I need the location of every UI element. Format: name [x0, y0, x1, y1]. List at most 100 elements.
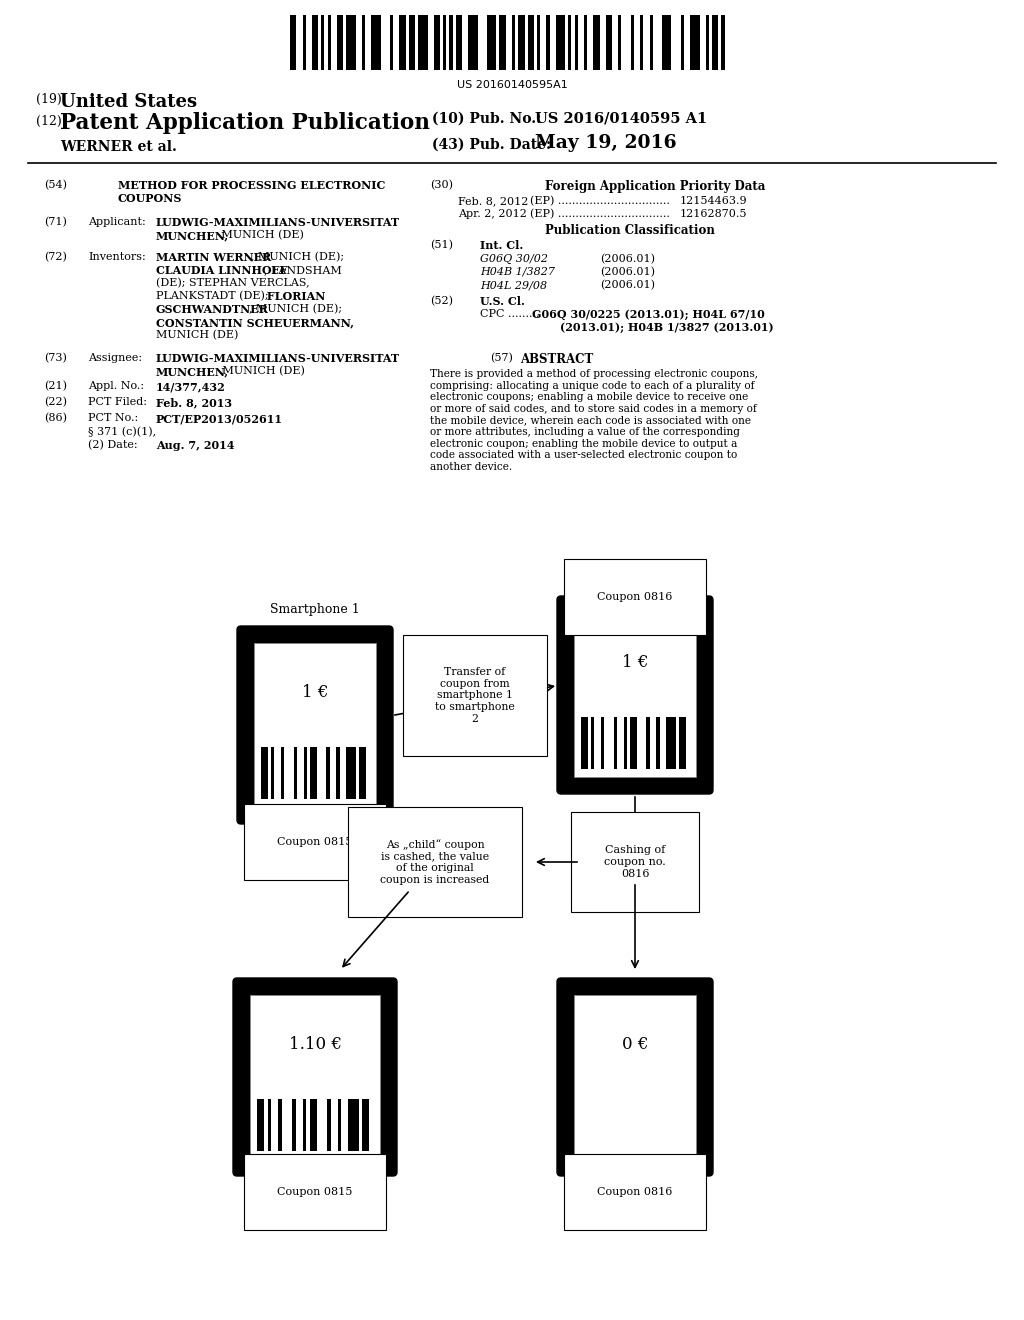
- Bar: [690, 15, 699, 70]
- Text: § 371 (c)(1),: § 371 (c)(1),: [88, 426, 156, 437]
- Bar: [640, 15, 643, 70]
- Bar: [322, 15, 325, 70]
- Bar: [310, 747, 316, 799]
- Text: H04B 1/3827: H04B 1/3827: [480, 267, 555, 277]
- Bar: [581, 717, 588, 770]
- Bar: [450, 15, 453, 70]
- Text: Appl. No.:: Appl. No.:: [88, 381, 144, 391]
- Bar: [574, 995, 696, 1159]
- Text: CLAUDIA LINNHOFF: CLAUDIA LINNHOFF: [156, 265, 288, 276]
- Text: COUPONS: COUPONS: [118, 193, 182, 205]
- Text: Transfer of
coupon from
smartphone 1
to smartphone
2: Transfer of coupon from smartphone 1 to …: [435, 668, 515, 723]
- Bar: [328, 1100, 331, 1151]
- Bar: [257, 1100, 264, 1151]
- Text: Applicant:: Applicant:: [88, 216, 145, 227]
- Text: Smartphone 1: Smartphone 1: [270, 603, 359, 616]
- Bar: [346, 747, 356, 799]
- Bar: [656, 717, 659, 770]
- Bar: [712, 15, 719, 70]
- Text: (72): (72): [44, 252, 67, 263]
- Bar: [547, 15, 550, 70]
- Text: G06Q 30/02: G06Q 30/02: [480, 253, 548, 264]
- Text: MUNICH (DE): MUNICH (DE): [218, 230, 304, 240]
- Bar: [666, 717, 676, 770]
- Bar: [537, 15, 540, 70]
- Text: ᵗ: ᵗ: [379, 352, 381, 362]
- Bar: [336, 747, 340, 799]
- Bar: [500, 15, 506, 70]
- Text: Coupon 0816: Coupon 0816: [597, 1187, 673, 1197]
- Text: 0 €: 0 €: [622, 1036, 648, 1053]
- Text: CPC .........: CPC .........: [480, 309, 540, 319]
- Bar: [434, 15, 440, 70]
- Bar: [574, 15, 578, 70]
- Bar: [468, 15, 477, 70]
- Bar: [631, 15, 634, 70]
- Text: Inventors:: Inventors:: [88, 252, 145, 261]
- Bar: [337, 15, 343, 70]
- FancyBboxPatch shape: [557, 597, 713, 795]
- FancyBboxPatch shape: [237, 626, 393, 824]
- Text: 14/377,432: 14/377,432: [156, 381, 225, 392]
- Text: PLANKSTADT (DE);: PLANKSTADT (DE);: [156, 290, 268, 301]
- Bar: [618, 15, 622, 70]
- Text: (30): (30): [430, 180, 453, 190]
- Bar: [663, 15, 672, 70]
- Text: (EP) ................................: (EP) ................................: [530, 209, 670, 219]
- Bar: [348, 1100, 359, 1151]
- Text: (12): (12): [36, 115, 61, 128]
- Text: 1.10 €: 1.10 €: [289, 1036, 341, 1053]
- Bar: [281, 747, 284, 799]
- Bar: [527, 15, 534, 70]
- Text: (2006.01): (2006.01): [600, 253, 655, 264]
- FancyBboxPatch shape: [557, 978, 713, 1176]
- Bar: [606, 15, 612, 70]
- Bar: [456, 15, 462, 70]
- Text: ABSTRACT: ABSTRACT: [520, 352, 593, 366]
- Bar: [646, 717, 649, 770]
- Bar: [593, 15, 599, 70]
- Bar: [372, 15, 381, 70]
- Text: H04L 29/08: H04L 29/08: [480, 280, 547, 290]
- Text: Feb. 8, 2012: Feb. 8, 2012: [458, 195, 528, 206]
- Text: (51): (51): [430, 240, 453, 251]
- Text: (EP) ................................: (EP) ................................: [530, 195, 670, 206]
- Text: FLORIAN: FLORIAN: [263, 290, 326, 302]
- Bar: [261, 747, 267, 799]
- Bar: [722, 15, 725, 70]
- Bar: [418, 15, 428, 70]
- Bar: [399, 15, 406, 70]
- Bar: [309, 1100, 316, 1151]
- Bar: [346, 15, 355, 70]
- Bar: [254, 643, 376, 807]
- Text: Aug. 7, 2014: Aug. 7, 2014: [156, 440, 234, 451]
- Text: (22): (22): [44, 397, 67, 408]
- Bar: [302, 15, 305, 70]
- Text: (86): (86): [44, 413, 67, 424]
- Bar: [601, 717, 604, 770]
- Text: (2) Date:: (2) Date:: [88, 440, 137, 450]
- Bar: [312, 15, 318, 70]
- Bar: [292, 1100, 296, 1151]
- Bar: [327, 747, 330, 799]
- Bar: [328, 15, 331, 70]
- Bar: [250, 995, 380, 1159]
- Text: (73): (73): [44, 352, 67, 363]
- Text: Feb. 8, 2013: Feb. 8, 2013: [156, 397, 232, 408]
- Bar: [443, 15, 446, 70]
- Text: Coupon 0816: Coupon 0816: [597, 591, 673, 602]
- Text: Assignee:: Assignee:: [88, 352, 142, 363]
- Text: MARTIN WERNER: MARTIN WERNER: [156, 252, 271, 263]
- Text: GSCHWANDTNER: GSCHWANDTNER: [156, 304, 269, 315]
- Bar: [390, 15, 393, 70]
- Text: (2006.01): (2006.01): [600, 280, 655, 290]
- Text: 1 €: 1 €: [302, 684, 328, 701]
- Text: Coupon 0815: Coupon 0815: [278, 1187, 352, 1197]
- Bar: [630, 717, 637, 770]
- Text: (57): (57): [490, 352, 513, 363]
- Bar: [706, 15, 709, 70]
- Text: PCT/EP2013/052611: PCT/EP2013/052611: [156, 413, 283, 424]
- Text: MUNCHEN,: MUNCHEN,: [156, 366, 229, 378]
- Bar: [487, 15, 497, 70]
- Text: (DE); STEPHAN VERCLAS,: (DE); STEPHAN VERCLAS,: [156, 279, 309, 288]
